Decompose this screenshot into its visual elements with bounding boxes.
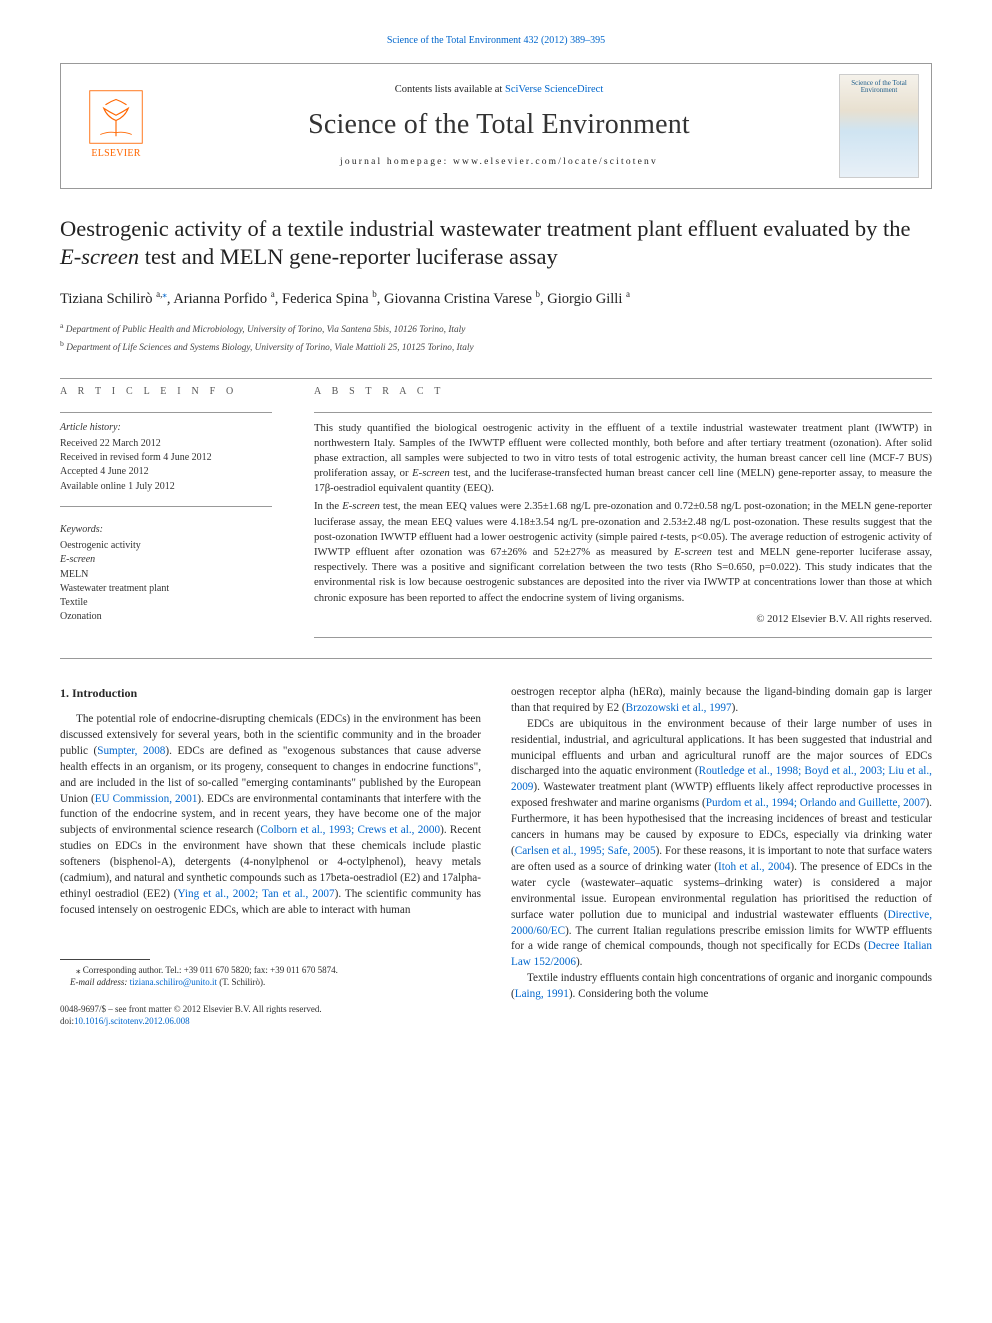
running-head: Science of the Total Environment 432 (20… (60, 34, 932, 49)
keyword-3: MELN (60, 568, 272, 582)
keyword-2: E-screen (60, 553, 272, 567)
publisher-name: ELSEVIER (91, 147, 140, 162)
article-info-label: A R T I C L E I N F O (60, 385, 272, 400)
email-footnote: E-mail address: tiziana.schiliro@unito.i… (60, 976, 481, 989)
doi-prefix: doi: (60, 1016, 74, 1026)
rule-body-top (60, 658, 932, 659)
keyword-4: Wastewater treatment plant (60, 582, 272, 596)
journal-banner: ELSEVIER Contents lists available at Sci… (60, 63, 932, 189)
keyword-5: Textile (60, 596, 272, 610)
affiliations: a Department of Public Health and Microb… (60, 320, 932, 356)
cite-eu-commission-2001[interactable]: EU Commission, 2001 (95, 793, 198, 805)
contents-available-line: Contents lists available at SciVerse Sci… (177, 82, 821, 97)
history-accepted: Accepted 4 June 2012 (60, 465, 272, 479)
issn-copyright-line: 0048-9697/$ – see front matter © 2012 El… (60, 1003, 481, 1015)
homepage-url: www.elsevier.com/locate/scitotenv (453, 157, 658, 167)
email-label: E-mail address: (70, 977, 127, 987)
cite-brzozowski-1997[interactable]: Brzozowski et al., 1997 (626, 702, 732, 714)
intro-left-p1: The potential role of endocrine-disrupti… (60, 712, 481, 919)
intro-heading: 1. Introduction (60, 685, 481, 702)
elsevier-tree-icon (88, 89, 144, 145)
doi-link[interactable]: 10.1016/j.scitotenv.2012.06.008 (74, 1016, 190, 1026)
cover-title: Science of the Total Environment (843, 80, 915, 95)
cite-laing-1991[interactable]: Laing, 1991 (515, 988, 569, 1000)
author-5-aff: a (626, 289, 630, 299)
abs-p1-ital: E-screen (412, 467, 450, 479)
abs-p2-ital1: E-screen (342, 500, 380, 512)
abstract-copyright: © 2012 Elsevier B.V. All rights reserved… (314, 612, 932, 627)
banner-center: Contents lists available at SciVerse Sci… (177, 82, 821, 170)
ir2-b: ). Considering both the volume (569, 988, 709, 1000)
intro-right-p1: EDCs are ubiquitous in the environment b… (511, 717, 932, 972)
abstract-text: This study quantified the biological oes… (314, 421, 932, 627)
column-right: oestrogen receptor alpha (hERα), mainly … (511, 685, 932, 1027)
affiliation-b: b Department of Life Sciences and System… (60, 338, 932, 356)
article-info: A R T I C L E I N F O Article history: R… (60, 385, 278, 638)
publisher-logo: ELSEVIER (73, 89, 159, 162)
intro-right-p0: oestrogen receptor alpha (hERα), mainly … (511, 685, 932, 717)
footnote-rule (60, 959, 150, 960)
title-part-a: Oestrogenic activity of a textile indust… (60, 216, 911, 241)
abstract-p2: In the E-screen test, the mean EEQ value… (314, 499, 932, 605)
info-abstract-row: A R T I C L E I N F O Article history: R… (60, 385, 932, 638)
footnotes: ⁎ Corresponding author. Tel.: +39 011 67… (60, 959, 481, 989)
title-italic: E-screen (60, 244, 139, 269)
doi-line: doi:10.1016/j.scitotenv.2012.06.008 (60, 1015, 481, 1027)
ir0-b: ). (732, 702, 739, 714)
contents-prefix: Contents lists available at (395, 84, 505, 95)
aff-a-text: Department of Public Health and Microbio… (63, 325, 465, 335)
history-revised: Received in revised form 4 June 2012 (60, 451, 272, 465)
abstract-label: A B S T R A C T (314, 385, 932, 400)
history-online: Available online 1 July 2012 (60, 480, 272, 494)
email-link[interactable]: tiziana.schiliro@unito.it (130, 977, 217, 987)
keyword-6: Ozonation (60, 610, 272, 624)
author-4: , Giovanna Cristina Varese (377, 291, 536, 307)
cite-ying-tan[interactable]: Ying et al., 2002; Tan et al., 2007 (177, 888, 334, 900)
rule-abs (314, 412, 932, 413)
abs-p2-a: In the (314, 500, 342, 512)
cite-itoh-2004[interactable]: Itoh et al., 2004 (718, 861, 790, 873)
ir1-g: ). (576, 956, 583, 968)
abstract-p1: This study quantified the biological oes… (314, 421, 932, 497)
cite-colborn-crews[interactable]: Colborn et al., 1993; Crews et al., 2000 (260, 824, 440, 836)
history-received: Received 22 March 2012 (60, 437, 272, 451)
journal-name: Science of the Total Environment (177, 105, 821, 146)
keywords-head: Keywords: (60, 523, 272, 538)
title-part-b: test and MELN gene-reporter luciferase a… (139, 244, 558, 269)
column-left: 1. Introduction The potential role of en… (60, 685, 481, 1027)
keyword-1: Oestrogenic activity (60, 539, 272, 553)
homepage-prefix: journal homepage: (340, 157, 453, 167)
abstract-block: A B S T R A C T This study quantified th… (314, 385, 932, 638)
intro-right-p2: Textile industry effluents contain high … (511, 971, 932, 1003)
author-2: , Arianna Porfido (167, 291, 271, 307)
author-list: Tiziana Schilirò a,⁎, Arianna Porfido a,… (60, 288, 932, 310)
affiliation-a: a Department of Public Health and Microb… (60, 320, 932, 338)
rule-top (60, 378, 932, 379)
article-title: Oestrogenic activity of a textile indust… (60, 215, 932, 273)
email-suffix: (T. Schilirò). (217, 977, 265, 987)
abs-p2-ital3: E-screen (674, 546, 712, 558)
rule-kw (60, 506, 272, 507)
journal-homepage-line: journal homepage: www.elsevier.com/locat… (177, 156, 821, 170)
author-5: , Giorgio Gilli (540, 291, 626, 307)
rule-info (60, 412, 272, 413)
sciencedirect-link[interactable]: SciVerse ScienceDirect (505, 84, 603, 95)
rule-abs-bottom (314, 637, 932, 638)
cite-carlsen-safe[interactable]: Carlsen et al., 1995; Safe, 2005 (515, 845, 656, 857)
author-1: Tiziana Schilirò (60, 291, 156, 307)
corresponding-author-footnote: ⁎ Corresponding author. Tel.: +39 011 67… (60, 964, 481, 977)
cite-sumpter-2008[interactable]: Sumpter, 2008 (97, 745, 165, 757)
running-head-link[interactable]: Science of the Total Environment 432 (20… (387, 35, 605, 46)
cite-purdom-orlando[interactable]: Purdom et al., 1994; Orlando and Guillet… (706, 797, 926, 809)
journal-cover-thumbnail: Science of the Total Environment (839, 74, 919, 178)
author-3: , Federica Spina (275, 291, 372, 307)
aff-b-text: Department of Life Sciences and Systems … (64, 343, 474, 353)
body-columns: 1. Introduction The potential role of en… (60, 685, 932, 1027)
history-head: Article history: (60, 421, 272, 436)
front-matter-meta: 0048-9697/$ – see front matter © 2012 El… (60, 1003, 481, 1027)
